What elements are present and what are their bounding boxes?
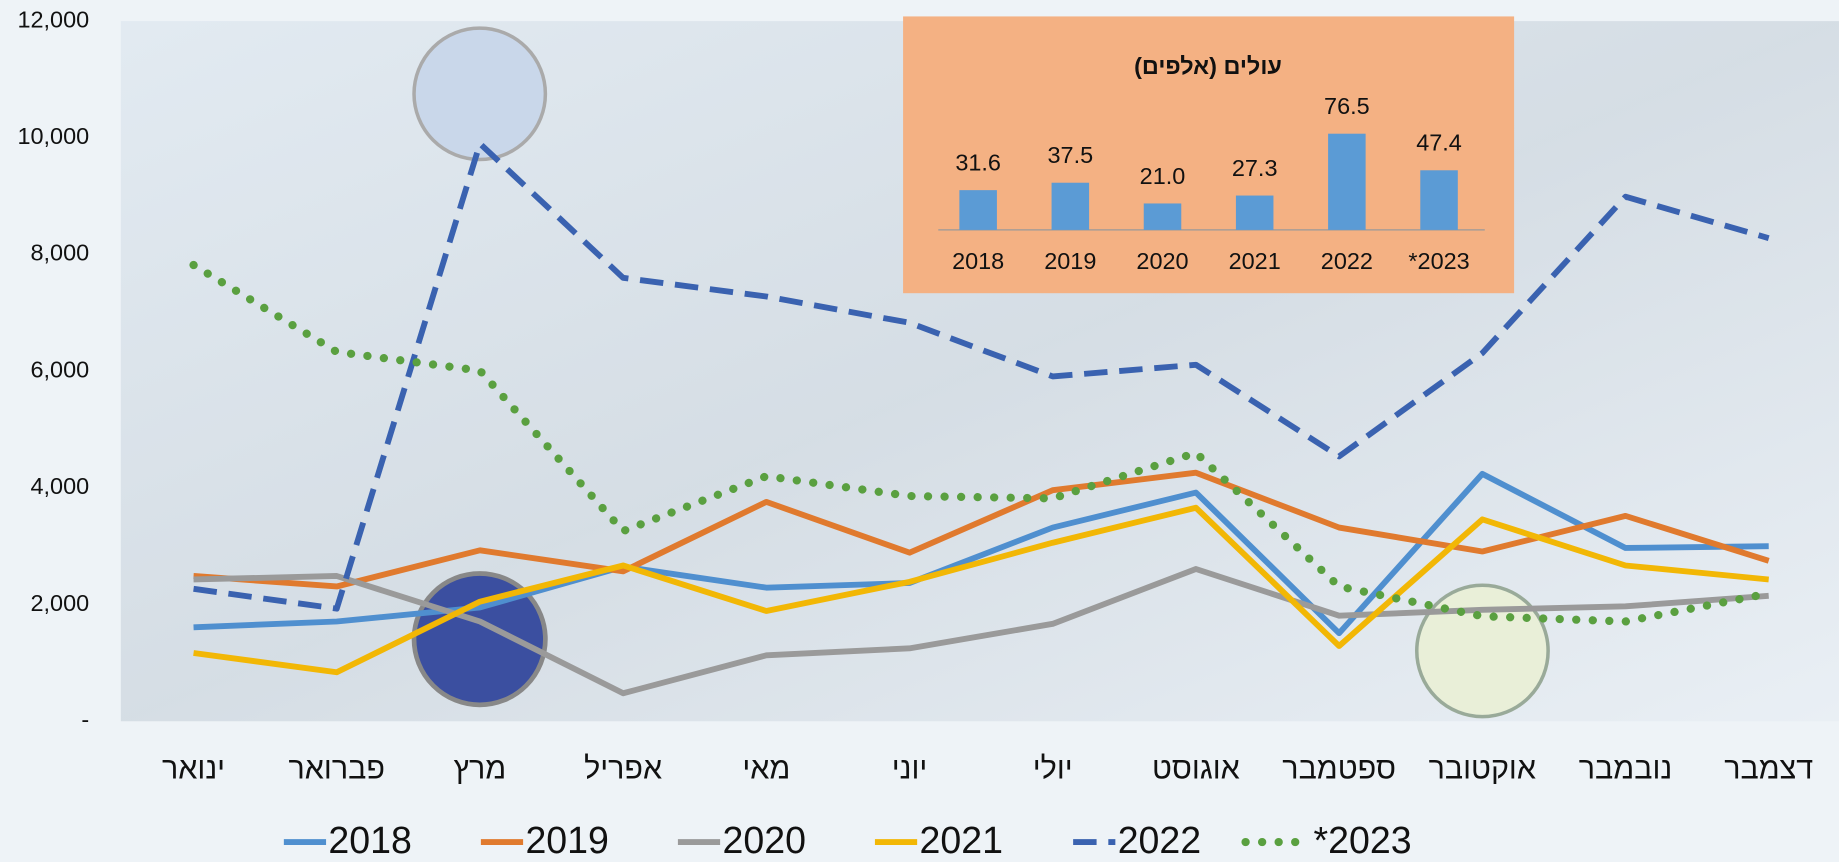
bar-value-label: 76.5 [1324, 93, 1370, 119]
virus-icon [411, 571, 548, 708]
bar-category-label: 2021 [1229, 248, 1281, 274]
bar-value-label: 31.6 [955, 150, 1001, 176]
bar-value-label: 27.3 [1232, 155, 1278, 181]
x-tick-label: פברואר [289, 752, 385, 786]
bar [1143, 203, 1182, 230]
series-line [193, 140, 1770, 612]
bar [1235, 195, 1274, 230]
series-line [193, 504, 1770, 676]
bar [1328, 133, 1366, 230]
bar-category-label: *2023 [1408, 248, 1469, 274]
y-tick-label: 2,000 [31, 590, 90, 616]
bar-category-label: 2022 [1321, 248, 1373, 274]
series-line [189, 260, 1773, 626]
series-line [193, 469, 1770, 590]
x-tick-label: ספטמבר [1282, 752, 1396, 786]
y-tick-label: 4,000 [31, 473, 90, 499]
map-icon [1415, 583, 1550, 719]
x-tick-label: מרץ [454, 752, 507, 786]
x-tick-label: אוגוסט [1152, 752, 1240, 786]
bar-value-label: 37.5 [1048, 142, 1094, 168]
legend-label: 2019 [525, 819, 608, 861]
bar-category-label: 2020 [1136, 248, 1188, 274]
x-tick-label: מאי [742, 752, 790, 786]
russia-icon [412, 26, 548, 162]
bar [959, 190, 997, 230]
legend-label: *2023 [1314, 819, 1412, 861]
y-tick-label: 10,000 [17, 123, 89, 149]
legend-label: 2018 [328, 819, 411, 861]
bar-value-label: 47.4 [1416, 130, 1462, 156]
bar [1420, 170, 1458, 230]
x-tick-label: אוקטובר [1429, 752, 1536, 786]
y-tick-label: 6,000 [31, 356, 90, 382]
y-tick-label: 8,000 [31, 240, 90, 266]
bar-value-label: 21.0 [1140, 163, 1186, 189]
bar-category-label: 2019 [1044, 248, 1096, 274]
y-tick-label: 12,000 [17, 6, 89, 32]
x-tick-label: אפריל [584, 752, 662, 786]
legend-label: 2021 [920, 819, 1003, 861]
x-tick-label: נובמבר [1579, 752, 1672, 786]
x-tick-label: יולי [1033, 752, 1073, 786]
bar-category-label: 2018 [952, 248, 1004, 274]
inset-title: עולים (אלפים) [1134, 53, 1282, 79]
x-tick-label: דצמבר [1724, 752, 1813, 786]
series-line [193, 470, 1769, 637]
legend-label: 2020 [722, 819, 805, 861]
legend-label: 2022 [1118, 819, 1201, 861]
y-tick-label: - [81, 706, 89, 732]
inset-panel [903, 16, 1515, 294]
bar [1051, 182, 1090, 230]
x-tick-label: יוני [892, 752, 928, 786]
x-tick-label: ינואר [162, 752, 225, 786]
